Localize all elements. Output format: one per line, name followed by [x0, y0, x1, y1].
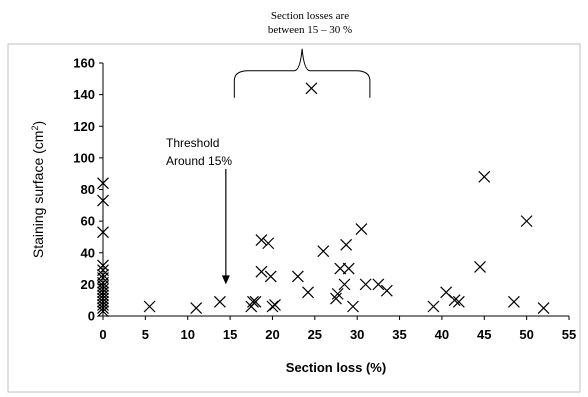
data-point-50	[508, 295, 520, 308]
y-tick-label: 0	[88, 309, 95, 324]
x-tick-label: 40	[435, 327, 449, 342]
data-point-9	[97, 283, 109, 296]
data-point-3	[97, 259, 109, 272]
y-tick-label: 40	[81, 245, 95, 260]
annotation-threshold-line-1: Threshold	[166, 136, 219, 150]
data-point-32	[317, 245, 330, 258]
x-tick-label: 15	[223, 327, 237, 342]
data-point-24	[255, 234, 268, 247]
data-point-46	[448, 294, 461, 307]
annotation-brace	[233, 48, 371, 98]
data-point-21	[247, 295, 259, 308]
x-tick-label: 35	[392, 327, 406, 342]
data-point-23	[255, 265, 268, 278]
data-point-15	[97, 302, 109, 315]
x-tick-label: 55	[562, 327, 576, 342]
data-point-49	[478, 170, 491, 183]
data-point-41	[359, 278, 372, 291]
x-axis-ticks: 0 5 10 15 20 25 30 35 40 45 50 55	[99, 316, 576, 342]
data-point-44	[427, 300, 440, 313]
y-axis-label-superscript: 2	[30, 126, 40, 131]
data-point-51	[520, 215, 533, 228]
x-tick-label: 20	[265, 327, 279, 342]
data-point-36	[338, 278, 351, 291]
y-tick-label: 80	[81, 182, 95, 197]
y-axis-label-main: Staining surface (cm	[30, 131, 46, 259]
data-point-17	[143, 300, 156, 313]
y-axis-label: Staining surface (cm2)	[30, 121, 46, 258]
y-tick-label: 140	[73, 87, 95, 102]
data-point-35	[334, 262, 347, 275]
data-point-19	[213, 295, 226, 308]
x-tick-label: 45	[477, 327, 491, 342]
data-points	[97, 82, 550, 318]
annotation-range-line-2: between 15 – 30 %	[268, 24, 352, 36]
data-point-38	[342, 262, 355, 275]
chart-border	[7, 43, 581, 393]
y-tick-label: 100	[73, 150, 95, 165]
data-point-7	[97, 276, 109, 289]
threshold-arrow-head	[221, 275, 230, 285]
y-axis-ticks: 0 20 40 60 80 100 120 140 160	[73, 56, 103, 324]
annotation-range-line-1: Section losses are	[271, 10, 349, 22]
data-point-10	[97, 286, 109, 299]
x-tick-label: 50	[519, 327, 533, 342]
x-tick-label: 5	[142, 327, 149, 342]
annotation-threshold-line-2: Around 15%	[166, 154, 232, 168]
data-point-12	[97, 292, 109, 305]
data-point-39	[347, 300, 359, 313]
data-point-31	[305, 82, 318, 95]
data-point-47	[452, 295, 465, 308]
data-point-48	[474, 261, 486, 273]
x-axis-label: Section loss (%)	[286, 360, 386, 375]
y-tick-label: 160	[73, 56, 95, 71]
data-point-22	[249, 295, 262, 308]
data-point-16	[97, 305, 109, 318]
x-tick-label: 10	[180, 327, 194, 342]
data-point-13	[97, 295, 109, 308]
data-point-28	[269, 299, 281, 311]
data-point-1	[97, 194, 109, 207]
data-point-40	[355, 223, 368, 235]
data-point-2	[97, 226, 109, 239]
y-tick-label: 120	[73, 119, 95, 134]
data-point-18	[190, 302, 203, 315]
data-point-52	[537, 302, 550, 315]
data-point-29	[291, 270, 304, 283]
data-point-25	[262, 237, 275, 250]
y-tick-label: 20	[81, 277, 95, 292]
data-point-26	[264, 270, 277, 283]
x-tick-label: 0	[99, 327, 106, 342]
data-point-33	[330, 292, 342, 305]
data-point-43	[380, 284, 393, 297]
data-point-37	[340, 238, 353, 251]
data-point-0	[97, 177, 109, 190]
y-axis-label-end: )	[30, 121, 46, 126]
data-point-27	[266, 300, 279, 313]
y-tick-label: 60	[81, 214, 95, 229]
data-point-8	[97, 280, 109, 292]
data-point-34	[331, 287, 344, 300]
data-point-30	[302, 286, 314, 299]
data-point-42	[372, 278, 385, 291]
x-tick-label: 30	[350, 327, 364, 342]
x-tick-label: 25	[308, 327, 322, 342]
data-point-11	[97, 289, 109, 302]
data-point-14	[97, 299, 109, 311]
